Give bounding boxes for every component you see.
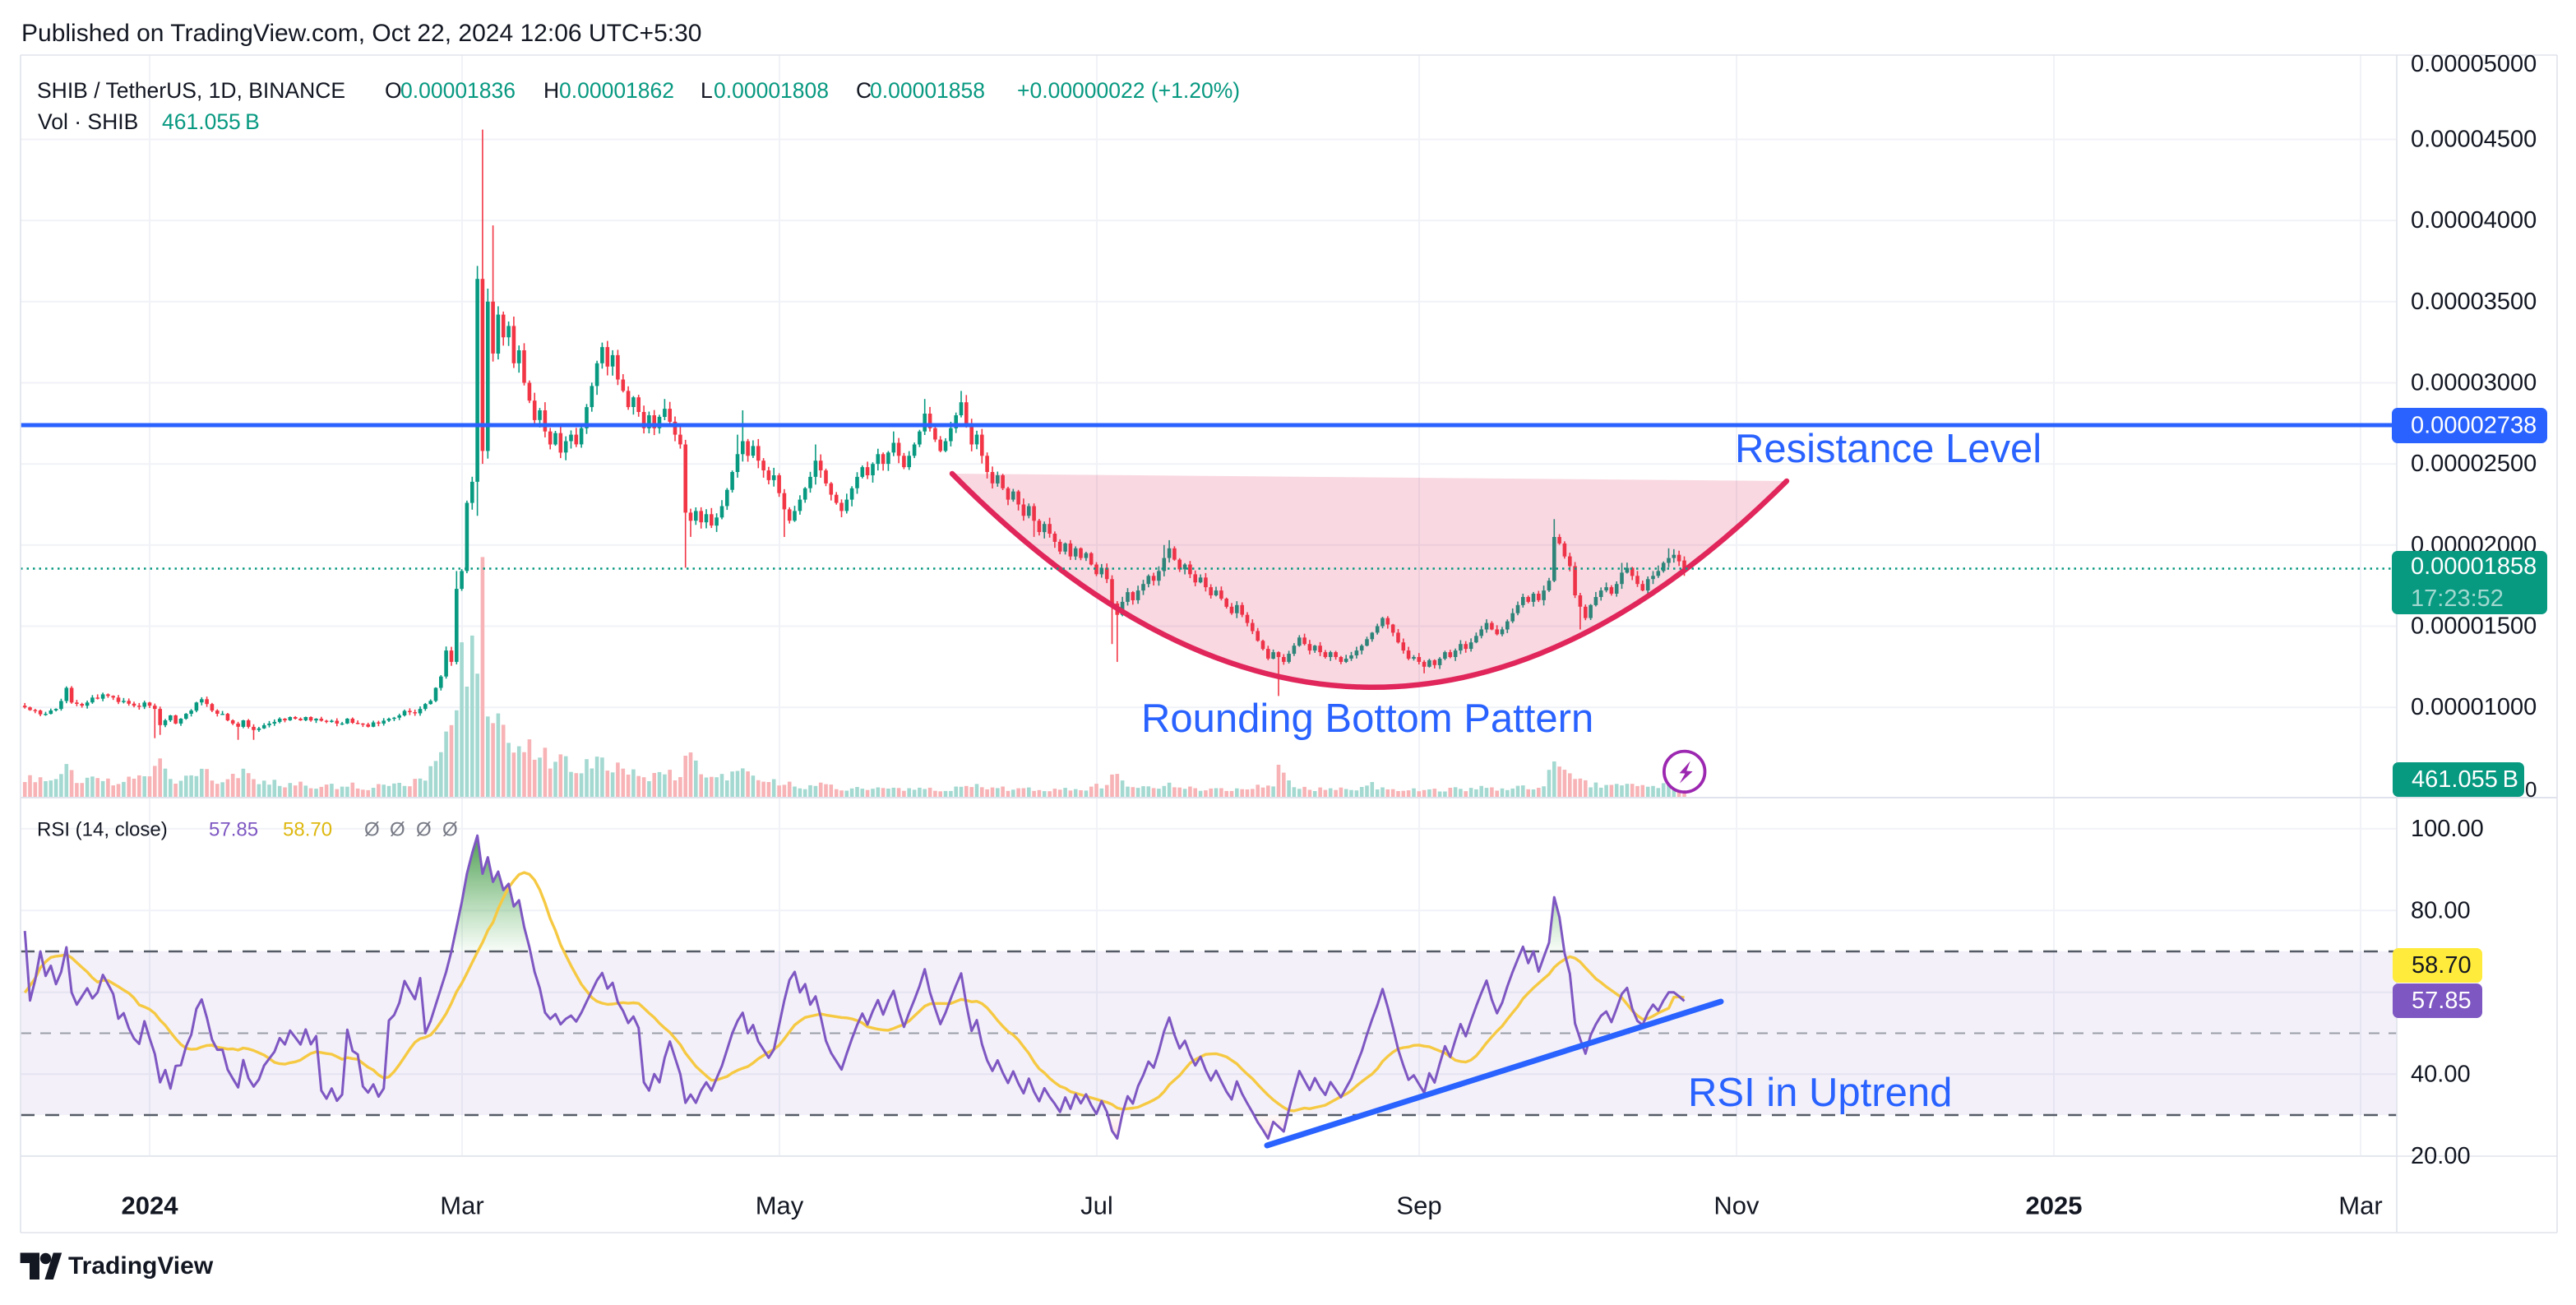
svg-text:Mar: Mar xyxy=(2338,1192,2382,1220)
svg-text:461.055 B: 461.055 B xyxy=(2412,766,2518,793)
svg-text:0.00001862: 0.00001862 xyxy=(559,78,674,103)
svg-text:Ø: Ø xyxy=(442,819,458,841)
svg-text:0.00001808: 0.00001808 xyxy=(714,78,829,103)
svg-text:2024: 2024 xyxy=(122,1192,179,1220)
svg-text:Ø: Ø xyxy=(416,819,432,841)
svg-text:0.00002500: 0.00002500 xyxy=(2411,451,2537,477)
svg-text:0: 0 xyxy=(2525,777,2537,802)
svg-text:0.00001000: 0.00001000 xyxy=(2411,694,2537,720)
svg-text:Resistance Level: Resistance Level xyxy=(1735,427,2042,471)
svg-text:C: C xyxy=(856,78,872,103)
svg-text:58.70: 58.70 xyxy=(283,819,332,841)
svg-text:Ø: Ø xyxy=(364,819,380,841)
svg-text:17:23:52: 17:23:52 xyxy=(2411,585,2504,612)
svg-text:0.00003000: 0.00003000 xyxy=(2411,369,2537,396)
svg-text:TradingView: TradingView xyxy=(68,1252,214,1280)
svg-text:Sep: Sep xyxy=(1396,1192,1441,1220)
svg-text:0.00005000: 0.00005000 xyxy=(2411,51,2537,77)
svg-text:40.00: 40.00 xyxy=(2411,1061,2471,1087)
svg-text:RSI in Uptrend: RSI in Uptrend xyxy=(1688,1071,1952,1115)
svg-text:20.00: 20.00 xyxy=(2411,1143,2471,1169)
svg-text:Jul: Jul xyxy=(1080,1192,1113,1220)
svg-text:Ø: Ø xyxy=(390,819,405,841)
svg-text:May: May xyxy=(756,1192,804,1220)
svg-text:0.00001858: 0.00001858 xyxy=(870,78,985,103)
svg-text:L: L xyxy=(701,78,713,103)
svg-text:57.85: 57.85 xyxy=(2412,988,2472,1014)
svg-text:SHIB / TetherUS, 1D, BINANCE: SHIB / TetherUS, 1D, BINANCE xyxy=(37,78,345,103)
svg-text:Vol · SHIB: Vol · SHIB xyxy=(38,109,138,134)
svg-text:0.00003500: 0.00003500 xyxy=(2411,289,2537,315)
svg-text:0.00001858: 0.00001858 xyxy=(2411,553,2537,580)
svg-text:0.00004000: 0.00004000 xyxy=(2411,207,2537,234)
svg-text:RSI (14, close): RSI (14, close) xyxy=(37,819,168,841)
svg-text:58.70: 58.70 xyxy=(2412,952,2472,979)
svg-text:57.85: 57.85 xyxy=(209,819,258,841)
svg-text:H: H xyxy=(543,78,559,103)
svg-text:Rounding Bottom Pattern: Rounding Bottom Pattern xyxy=(1141,696,1593,741)
svg-text:+0.00000022 (+1.20%): +0.00000022 (+1.20%) xyxy=(1017,78,1240,103)
svg-text:O: O xyxy=(385,78,402,103)
svg-text:0.00001836: 0.00001836 xyxy=(400,78,516,103)
svg-text:Mar: Mar xyxy=(440,1192,483,1220)
svg-text:0.00004500: 0.00004500 xyxy=(2411,126,2537,152)
svg-text:0.00001500: 0.00001500 xyxy=(2411,613,2537,640)
svg-text:80.00: 80.00 xyxy=(2411,897,2471,923)
svg-text:2025: 2025 xyxy=(2026,1192,2083,1220)
svg-text:Published on TradingView.com,: Published on TradingView.com, Oct 22, 20… xyxy=(21,20,701,47)
svg-text:461.055 B: 461.055 B xyxy=(162,109,260,134)
svg-text:100.00: 100.00 xyxy=(2411,816,2484,842)
svg-text:0.00002738: 0.00002738 xyxy=(2411,413,2537,439)
svg-text:Nov: Nov xyxy=(1713,1192,1760,1220)
